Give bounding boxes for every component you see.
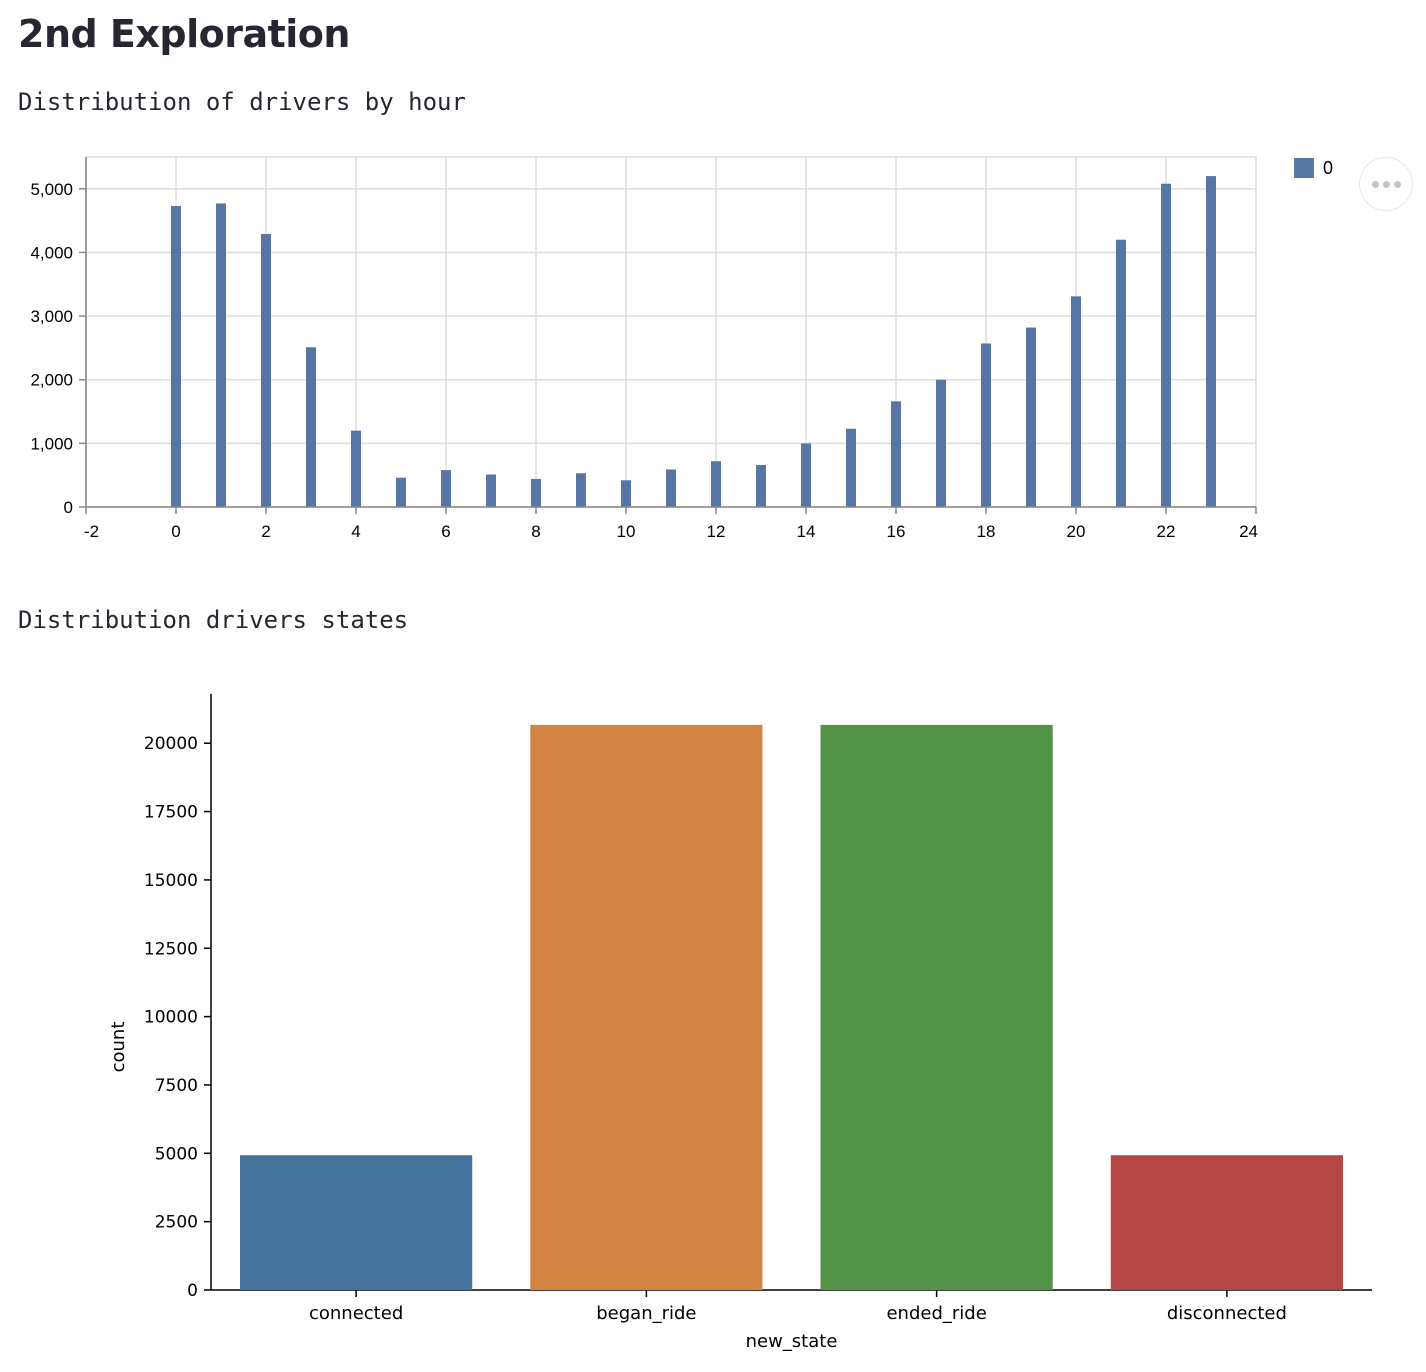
y-tick-label: 5,000 bbox=[30, 180, 73, 199]
x-tick-label: 4 bbox=[351, 522, 360, 541]
y-tick-label: 12500 bbox=[144, 939, 198, 959]
bar-hour-17 bbox=[936, 379, 946, 507]
section-label-state-distribution: Distribution drivers states bbox=[18, 606, 409, 634]
legend-label: 0 bbox=[1323, 158, 1333, 178]
ellipsis-icon bbox=[1370, 180, 1403, 188]
bar-connected bbox=[240, 1155, 473, 1290]
bar-hour-14 bbox=[801, 443, 811, 507]
bar-hour-0 bbox=[171, 206, 181, 507]
bar-hour-9 bbox=[576, 473, 586, 507]
y-tick-label: 10000 bbox=[144, 1008, 198, 1028]
bar-disconnected bbox=[1110, 1155, 1343, 1290]
x-tick-label: 24 bbox=[1239, 522, 1258, 541]
bar-ended_ride bbox=[820, 724, 1053, 1290]
x-tick-label: 2 bbox=[261, 522, 270, 541]
section-label-hour-distribution: Distribution of drivers by hour bbox=[18, 88, 466, 116]
y-tick-label: 7500 bbox=[155, 1076, 198, 1096]
x-tick-label: ended_ride bbox=[886, 1303, 986, 1324]
x-tick-label: 18 bbox=[977, 522, 996, 541]
y-tick-label: 5000 bbox=[155, 1144, 198, 1164]
x-tick-label: 14 bbox=[797, 522, 816, 541]
bar-hour-1 bbox=[216, 203, 226, 508]
y-tick-label: 0 bbox=[187, 1281, 198, 1301]
x-tick-label: connected bbox=[309, 1303, 403, 1324]
x-tick-label: disconnected bbox=[1167, 1303, 1287, 1324]
bar-began_ride bbox=[530, 724, 763, 1290]
y-tick-label: 15000 bbox=[144, 871, 198, 891]
y-axis-label: count bbox=[108, 1022, 129, 1073]
y-tick-label: 1,000 bbox=[30, 434, 73, 453]
page-title: 2nd Exploration bbox=[18, 12, 350, 56]
x-tick-label: 6 bbox=[441, 522, 450, 541]
bar-hour-19 bbox=[1026, 327, 1036, 507]
bar-hour-2 bbox=[261, 234, 271, 507]
y-tick-label: 17500 bbox=[144, 803, 198, 823]
x-tick-label: 20 bbox=[1067, 522, 1086, 541]
bar-hour-15 bbox=[846, 428, 856, 507]
x-tick-label: -2 bbox=[84, 522, 99, 541]
bar-hour-7 bbox=[486, 474, 496, 507]
bar-hour-10 bbox=[621, 480, 631, 507]
x-axis-label: new_state bbox=[746, 1331, 838, 1352]
x-tick-label: 16 bbox=[887, 522, 906, 541]
x-tick-label: 22 bbox=[1157, 522, 1176, 541]
x-tick-label: 8 bbox=[531, 522, 540, 541]
y-tick-label: 2500 bbox=[155, 1213, 198, 1233]
bar-hour-22 bbox=[1161, 183, 1171, 507]
state-distribution-chart: 0 2500 5000 7500 10000 12500 15000 17500 20000 co… bbox=[108, 694, 1372, 1352]
bar-hour-11 bbox=[666, 469, 676, 507]
y-tick-label: 2,000 bbox=[30, 371, 73, 390]
y-tick-label: 4,000 bbox=[30, 243, 73, 262]
x-tick-label: 0 bbox=[171, 522, 180, 541]
y-tick-label: 0 bbox=[64, 498, 73, 517]
x-tick-label: began_ride bbox=[596, 1303, 696, 1324]
bar-hour-12 bbox=[711, 461, 721, 507]
bar-hour-16 bbox=[891, 401, 901, 507]
bar-hour-20 bbox=[1071, 296, 1081, 507]
bar-hour-5 bbox=[396, 477, 406, 507]
chart-menu-button[interactable] bbox=[1359, 157, 1413, 211]
bar-hour-4 bbox=[351, 430, 361, 507]
bar-hour-13 bbox=[756, 465, 766, 507]
bar-hour-21 bbox=[1116, 239, 1126, 507]
bar-hour-18 bbox=[981, 343, 991, 507]
legend-swatch bbox=[1294, 158, 1314, 178]
y-tick-label: 20000 bbox=[144, 734, 198, 754]
y-tick-label: 3,000 bbox=[30, 307, 73, 326]
bar-hour-8 bbox=[531, 479, 541, 507]
x-tick-label: 12 bbox=[707, 522, 726, 541]
bar-hour-3 bbox=[306, 347, 316, 507]
hour-distribution-chart: -2 0 2 4 6 8 10 12 14 16 18 20 22 2401,0002,0003,0004… bbox=[30, 156, 1333, 541]
bar-hour-6 bbox=[441, 470, 451, 507]
x-tick-label: 10 bbox=[617, 522, 636, 541]
bar-hour-23 bbox=[1206, 176, 1216, 507]
